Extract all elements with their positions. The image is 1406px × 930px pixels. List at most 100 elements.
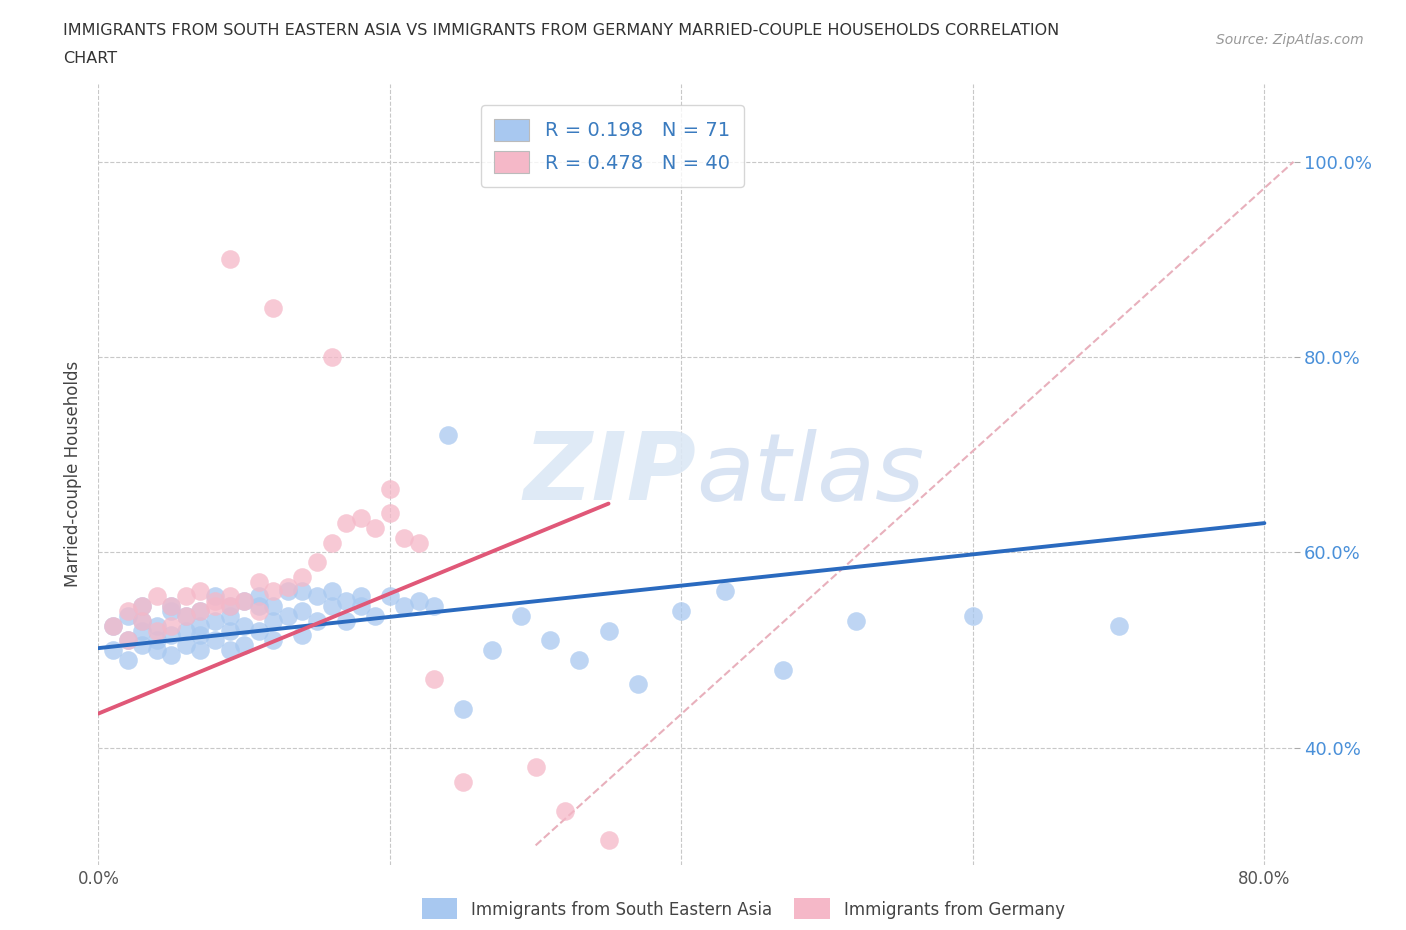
Point [190,643,212,658]
Point [117,604,139,618]
Point [131,638,153,653]
Point [190,584,212,599]
Point [204,593,226,608]
Point [305,589,328,604]
Point [117,633,139,648]
Point [247,575,270,590]
Point [321,599,343,614]
Point [321,536,343,551]
Point [174,623,197,638]
Point [174,608,197,623]
Text: Immigrants from South Eastern Asia: Immigrants from South Eastern Asia [471,900,772,919]
Point [262,599,284,614]
Text: IMMIGRANTS FROM SOUTH EASTERN ASIA VS IMMIGRANTS FROM GERMANY MARRIED-COUPLE HOU: IMMIGRANTS FROM SOUTH EASTERN ASIA VS IM… [63,23,1060,38]
Point [190,618,212,633]
Point [554,804,576,818]
Point [408,593,430,608]
Point [218,599,240,614]
Point [277,608,299,623]
Point [160,647,183,662]
Text: CHART: CHART [63,51,117,66]
Point [321,584,343,599]
Point [190,604,212,618]
Point [364,521,387,536]
Point [262,584,284,599]
Text: Source: ZipAtlas.com: Source: ZipAtlas.com [1216,33,1364,46]
Point [160,604,183,618]
Y-axis label: Married-couple Households: Married-couple Households [65,361,83,588]
Point [962,608,984,623]
Point [247,599,270,614]
Point [247,604,270,618]
Point [145,643,167,658]
Point [174,608,197,623]
Point [772,662,794,677]
Point [204,633,226,648]
Point [437,428,460,443]
Point [247,589,270,604]
Point [451,701,474,716]
Point [350,599,373,614]
Legend: R = 0.198   N = 71, R = 0.478   N = 40: R = 0.198 N = 71, R = 0.478 N = 40 [481,105,744,187]
Point [218,608,240,623]
Point [174,589,197,604]
Point [262,301,284,316]
Point [131,623,153,638]
Point [524,760,547,775]
Point [568,653,591,668]
Point [160,599,183,614]
Point [233,618,256,633]
Point [845,614,868,629]
Point [335,593,357,608]
Point [364,608,387,623]
Point [131,599,153,614]
Point [378,589,401,604]
Point [204,614,226,629]
Point [378,482,401,497]
Point [131,614,153,629]
Point [305,554,328,569]
Point [305,614,328,629]
Point [422,599,444,614]
Point [538,633,561,648]
Point [378,506,401,521]
Point [145,623,167,638]
Point [291,628,314,643]
Point [408,536,430,551]
Point [262,633,284,648]
Point [627,677,650,692]
Point [233,593,256,608]
Point [1108,618,1130,633]
Point [481,643,503,658]
Point [145,633,167,648]
Point [598,833,620,848]
Point [233,638,256,653]
Point [117,653,139,668]
Point [350,511,373,525]
Point [598,623,620,638]
Point [131,614,153,629]
Point [101,618,124,633]
Point [350,589,373,604]
Point [218,623,240,638]
Point [335,516,357,531]
Point [204,589,226,604]
Point [131,599,153,614]
Point [101,618,124,633]
Point [117,608,139,623]
Point [291,604,314,618]
Point [335,614,357,629]
Point [451,775,474,790]
Point [160,599,183,614]
Point [394,599,416,614]
Point [422,671,444,686]
Point [101,643,124,658]
Point [247,623,270,638]
Point [218,589,240,604]
Point [714,584,737,599]
Text: atlas: atlas [696,429,924,520]
Point [160,618,183,633]
Text: ZIP: ZIP [523,429,696,520]
Point [174,638,197,653]
Point [204,599,226,614]
